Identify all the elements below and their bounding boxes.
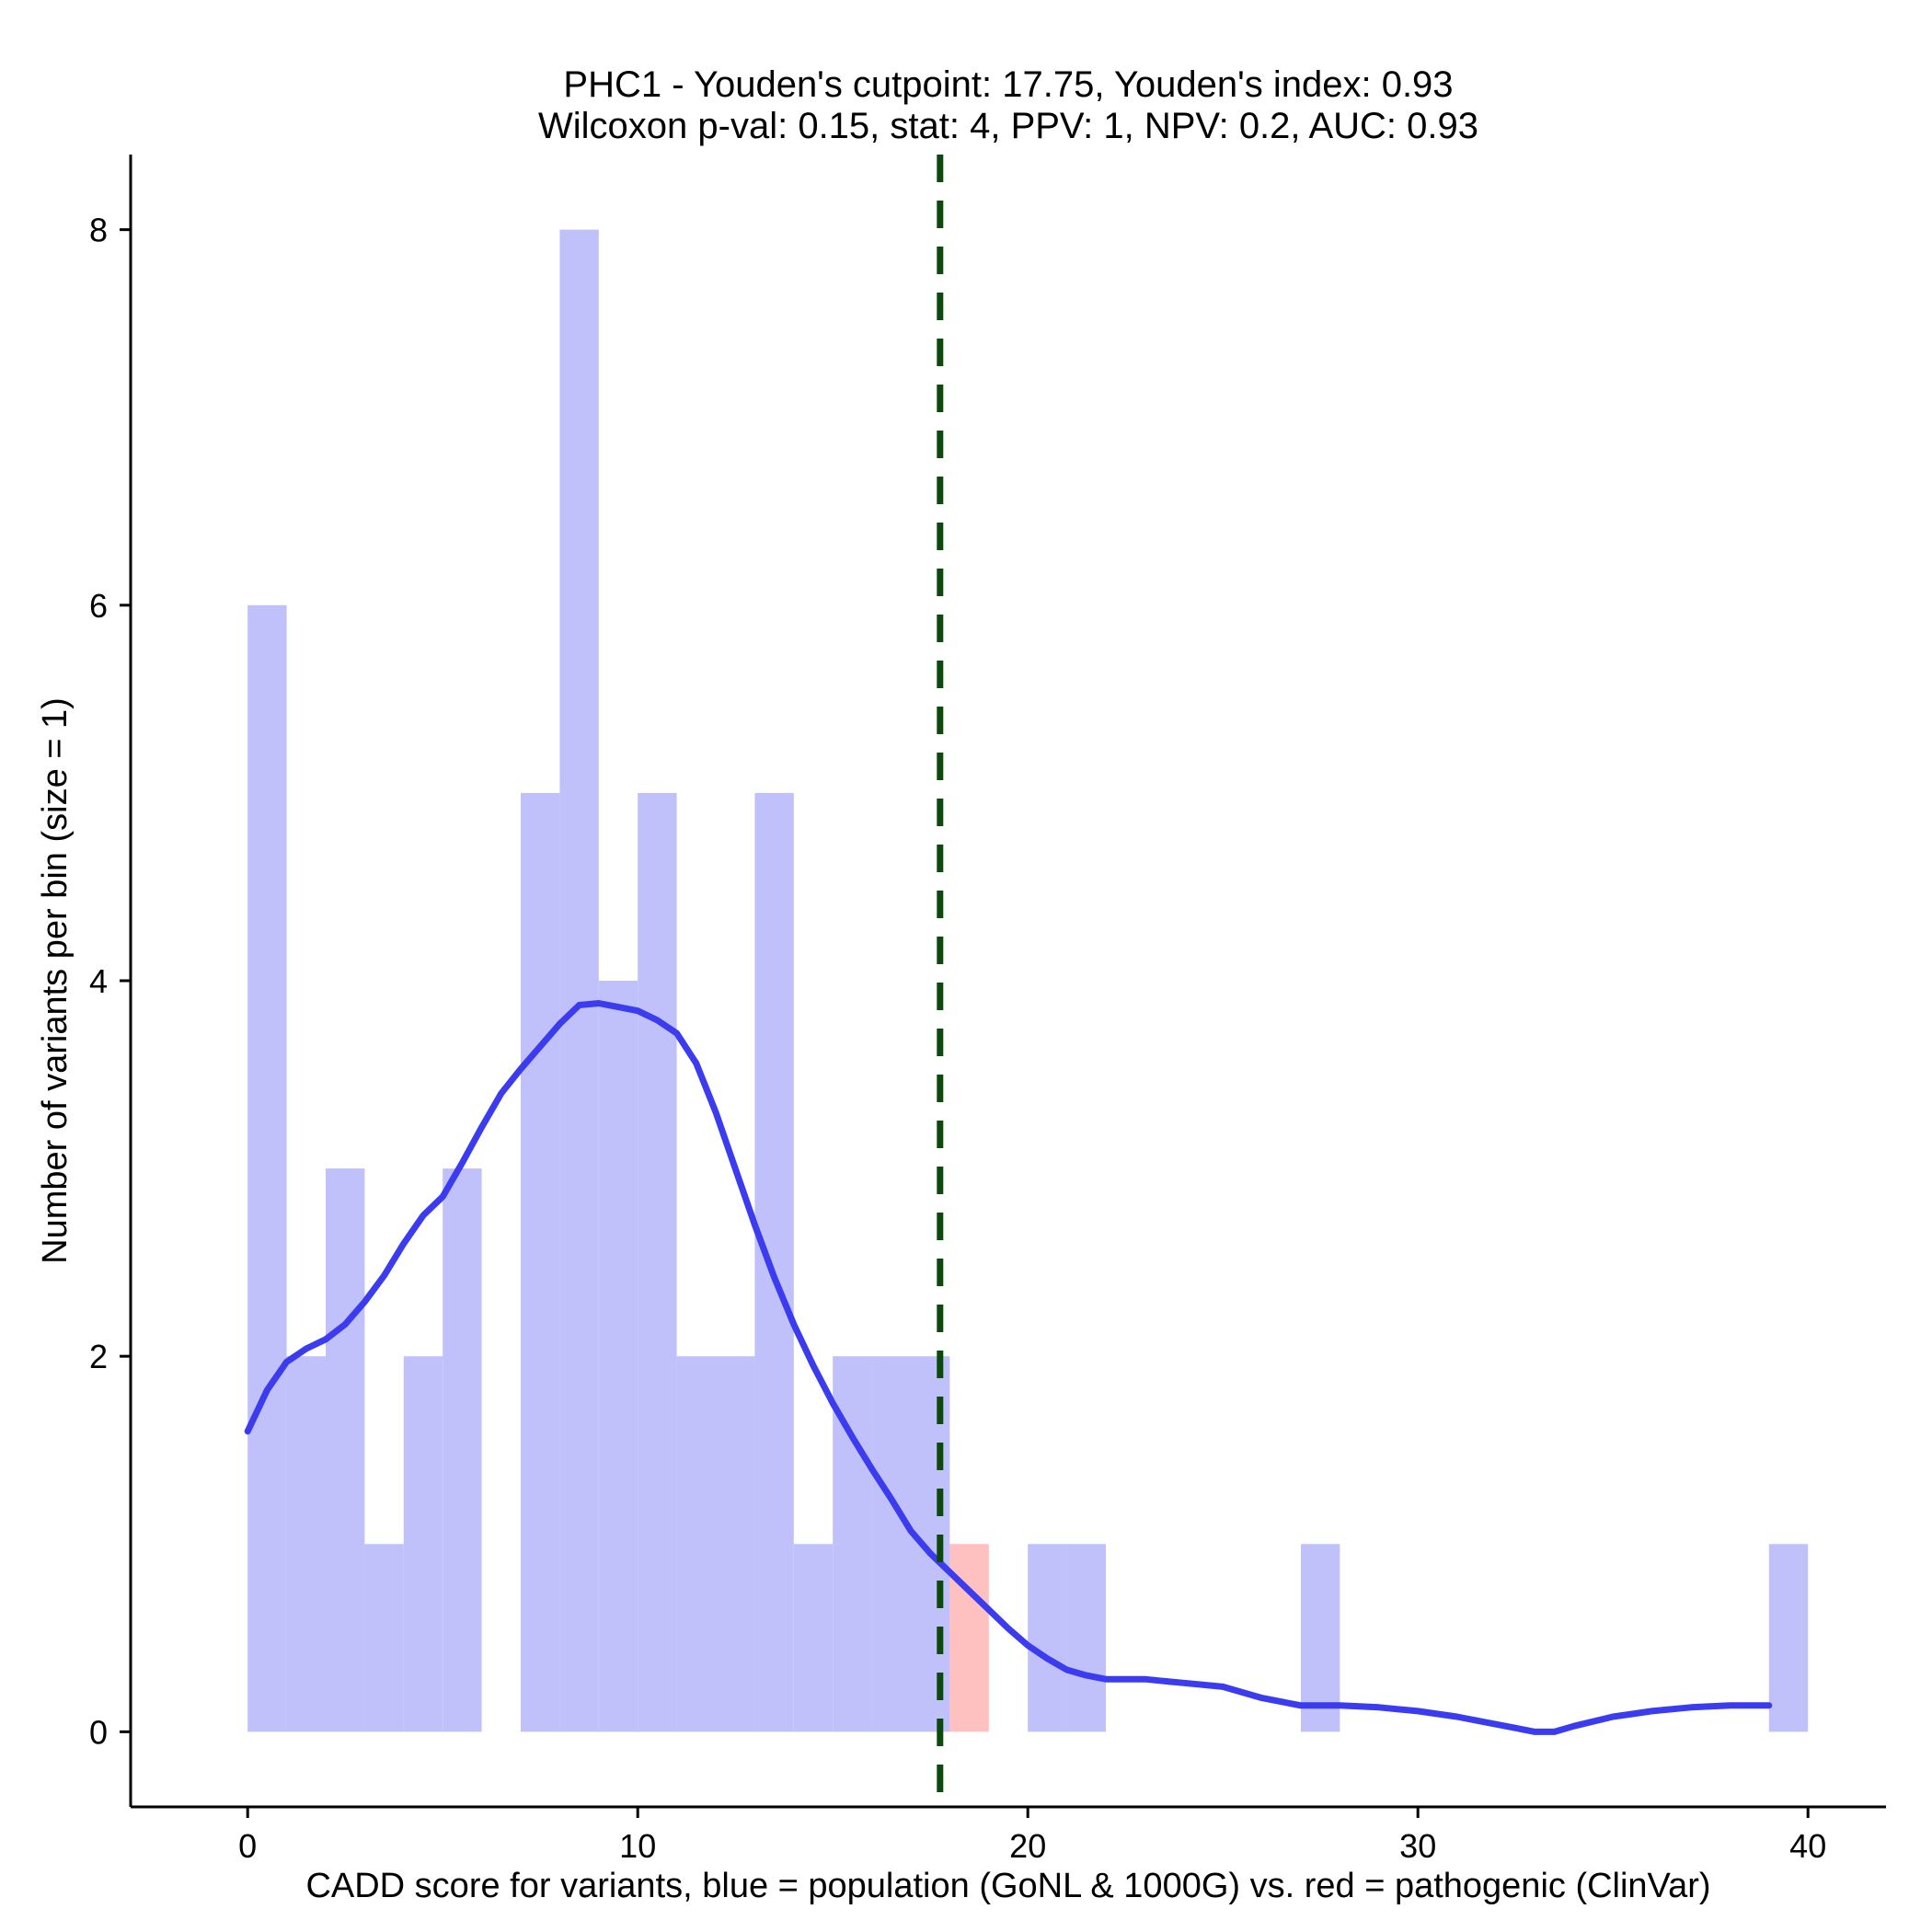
histogram-bar-series-0-bin-10: [638, 792, 677, 1732]
histogram-bar-series-0-bin-20: [1028, 1544, 1067, 1732]
histogram-bar-series-0-bin-9: [598, 981, 638, 1732]
x-tick-label-30: 30: [1399, 1827, 1436, 1865]
y-tick-label-0: 0: [89, 1713, 108, 1751]
histogram-bar-series-0-bin-17: [911, 1356, 950, 1732]
chart-title-line-2: Wilcoxon p-val: 0.15, stat: 4, PPV: 1, N…: [538, 106, 1478, 146]
histogram-bar-series-0-bin-3: [364, 1544, 404, 1732]
x-tick-label-40: 40: [1789, 1827, 1826, 1865]
y-tick-label-2: 2: [89, 1338, 108, 1375]
y-tick-label-8: 8: [89, 212, 108, 249]
y-tick-label-6: 6: [89, 587, 108, 625]
x-axis-ticks: 0 10 20 30 40: [238, 1807, 1826, 1865]
histogram-bar-series-0-bin-7: [521, 792, 560, 1732]
y-tick-label-4: 4: [89, 962, 108, 1000]
x-tick-label-0: 0: [238, 1827, 257, 1865]
x-tick-label-20: 20: [1009, 1827, 1046, 1865]
density-curve: [244, 1000, 1773, 1735]
histogram-bar-series-0-bin-21: [1066, 1544, 1106, 1732]
histogram-bar-series-0-bin-14: [793, 1544, 834, 1732]
histogram-bars: [247, 229, 1809, 1732]
y-axis-ticks: 0 2 4 6 8: [89, 212, 131, 1751]
histogram-bar-series-0-bin-13: [754, 792, 794, 1732]
histogram-bar-series-0-bin-5: [443, 1168, 482, 1732]
histogram-bar-series-1-bin-18: [949, 1544, 989, 1732]
y-axis-label: Number of variants per bin (size = 1): [36, 697, 75, 1264]
histogram-bar-series-0-bin-16: [871, 1356, 911, 1732]
histogram-bar-series-0-bin-39: [1768, 1544, 1809, 1732]
histogram-bar-series-0-bin-27: [1301, 1544, 1340, 1732]
histogram-bar-series-0-bin-2: [326, 1168, 365, 1732]
histogram-bar-series-0-bin-11: [676, 1356, 716, 1732]
histogram-bar-series-0-bin-8: [559, 229, 599, 1732]
histogram-bar-series-0-bin-0: [247, 604, 287, 1732]
x-tick-label-10: 10: [619, 1827, 656, 1865]
histogram-bar-series-0-bin-12: [716, 1356, 755, 1732]
histogram-bar-series-0-bin-4: [403, 1356, 443, 1732]
x-axis-label: CADD score for variants, blue = populati…: [305, 1867, 1710, 1905]
density-curve-layer: [244, 1000, 1773, 1735]
histogram-bar-series-0-bin-1: [286, 1356, 326, 1732]
chart-title-line-1: PHC1 - Youden's cutpoint: 17.75, Youden'…: [563, 64, 1453, 105]
